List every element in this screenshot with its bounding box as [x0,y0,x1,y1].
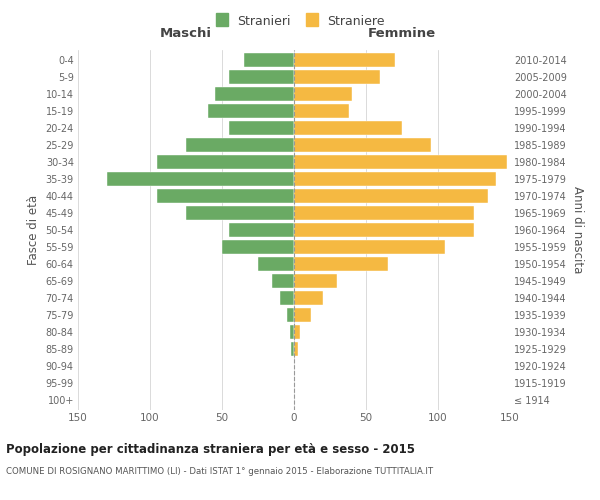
Bar [291,342,294,356]
Bar [272,274,294,288]
Bar [294,70,380,84]
Bar [280,291,294,305]
Bar [294,155,507,169]
Bar [186,138,294,152]
Text: Popolazione per cittadinanza straniera per età e sesso - 2015: Popolazione per cittadinanza straniera p… [6,442,415,456]
Bar [294,206,474,220]
Bar [157,155,294,169]
Bar [229,70,294,84]
Bar [294,87,352,101]
Text: Femmine: Femmine [368,27,436,40]
Bar [157,189,294,203]
Bar [215,87,294,101]
Bar [294,172,496,186]
Bar [294,189,488,203]
Bar [229,121,294,135]
Bar [294,257,388,271]
Bar [294,308,311,322]
Bar [294,240,445,254]
Bar [294,104,349,118]
Bar [294,121,402,135]
Bar [186,206,294,220]
Y-axis label: Anni di nascita: Anni di nascita [571,186,584,274]
Bar [258,257,294,271]
Bar [244,53,294,67]
Bar [294,342,298,356]
Bar [294,138,431,152]
Bar [222,240,294,254]
Bar [107,172,294,186]
Bar [294,223,474,237]
Bar [294,291,323,305]
Bar [229,223,294,237]
Bar [287,308,294,322]
Bar [290,325,294,339]
Text: Maschi: Maschi [160,27,212,40]
Bar [294,53,395,67]
Bar [294,274,337,288]
Legend: Stranieri, Straniere: Stranieri, Straniere [212,11,388,32]
Bar [208,104,294,118]
Bar [294,325,300,339]
Text: COMUNE DI ROSIGNANO MARITTIMO (LI) - Dati ISTAT 1° gennaio 2015 - Elaborazione T: COMUNE DI ROSIGNANO MARITTIMO (LI) - Dat… [6,468,433,476]
Y-axis label: Fasce di età: Fasce di età [27,195,40,265]
